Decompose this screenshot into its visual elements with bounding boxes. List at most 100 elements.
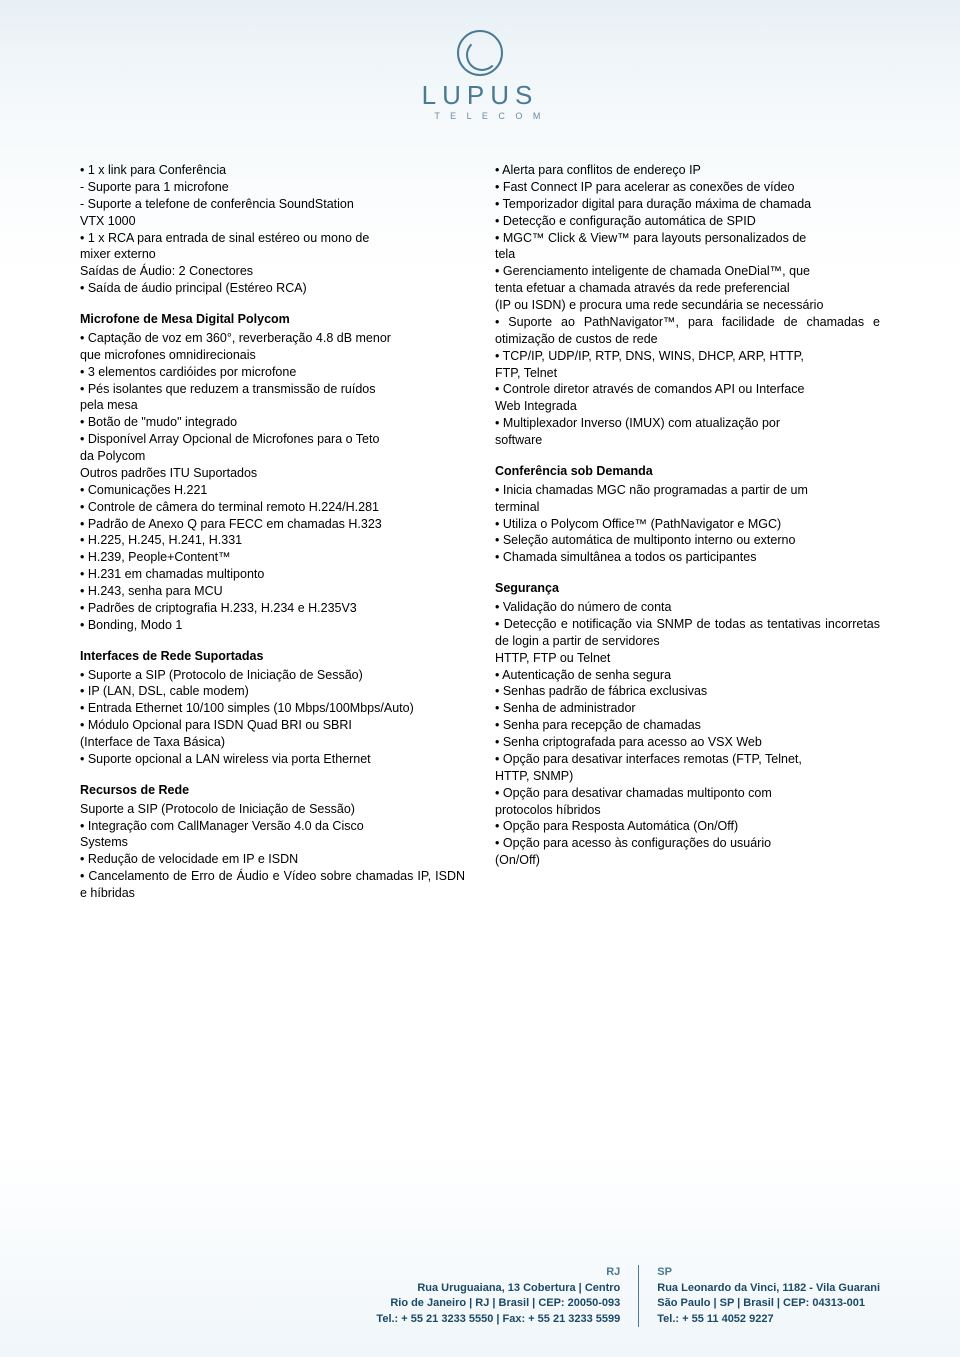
text-line: • 3 elementos cardióides por microfone (80, 364, 465, 381)
text-line: • Chamada simultânea a todos os particip… (495, 549, 880, 566)
text-line: (Interface de Taxa Básica) (80, 734, 465, 751)
text-line: • Comunicações H.221 (80, 482, 465, 499)
text-line: (On/Off) (495, 852, 880, 869)
text-line: HTTP, FTP ou Telnet (495, 650, 880, 667)
content-columns: • 1 x link para Conferência- Suporte par… (80, 162, 880, 902)
text-line: • Captação de voz em 360°, reverberação … (80, 330, 465, 347)
text-line: • Senha de administrador (495, 700, 880, 717)
text-line: - Suporte para 1 microfone (80, 179, 465, 196)
text-line: • Opção para desativar chamadas multipon… (495, 785, 880, 802)
text-line: • Saída de áudio principal (Estéreo RCA) (80, 280, 465, 297)
text-line: • H.239, People+Content™ (80, 549, 465, 566)
footer-rj-l2: Rio de Janeiro | RJ | Brasil | CEP: 2005… (390, 1297, 620, 1309)
text-line: • Módulo Opcional para ISDN Quad BRI ou … (80, 717, 465, 734)
footer-rj-hd: RJ (376, 1265, 620, 1280)
text-line: • Redução de velocidade em IP e ISDN (80, 851, 465, 868)
text-line: terminal (495, 499, 880, 516)
footer-sp-l2: São Paulo | SP | Brasil | CEP: 04313-001 (657, 1297, 865, 1309)
text-line: software (495, 432, 880, 449)
left-s1: • 1 x link para Conferência- Suporte par… (80, 162, 465, 297)
text-line: • Inicia chamadas MGC não programadas a … (495, 482, 880, 499)
text-line: • 1 x RCA para entrada de sinal estéreo … (80, 230, 465, 247)
footer: RJ Rua Uruguaiana, 13 Cobertura | Centro… (376, 1265, 880, 1327)
text-line: • TCP/IP, UDP/IP, RTP, DNS, WINS, DHCP, … (495, 348, 880, 365)
text-line: • H.243, senha para MCU (80, 583, 465, 600)
text-line: (IP ou ISDN) e procura uma rede secundár… (495, 297, 880, 314)
right-s2-title: Conferência sob Demanda (495, 463, 880, 480)
left-s4: Suporte a SIP (Protocolo de Iniciação de… (80, 801, 465, 902)
text-line: • Opção para desativar interfaces remota… (495, 751, 880, 768)
text-line: da Polycom (80, 448, 465, 465)
text-line: • Controle diretor através de comandos A… (495, 381, 880, 398)
text-line: protocolos híbridos (495, 802, 880, 819)
text-line: Suporte a SIP (Protocolo de Iniciação de… (80, 801, 465, 818)
text-line: • Bonding, Modo 1 (80, 617, 465, 634)
text-line: • Fast Connect IP para acelerar as conex… (495, 179, 880, 196)
text-line: • Alerta para conflitos de endereço IP (495, 162, 880, 179)
text-line: • Temporizador digital para duração máxi… (495, 196, 880, 213)
text-line: • Opção para acesso às configurações do … (495, 835, 880, 852)
text-line: HTTP, SNMP) (495, 768, 880, 785)
text-line: tenta efetuar a chamada através da rede … (495, 280, 880, 297)
logo-subtext: T E L E C O M (422, 111, 545, 121)
text-line: Saídas de Áudio: 2 Conectores (80, 263, 465, 280)
right-s3: • Validação do número de conta• Detecção… (495, 599, 880, 869)
right-column: • Alerta para conflitos de endereço IP• … (495, 162, 880, 902)
text-line: • Padrões de criptografia H.233, H.234 e… (80, 600, 465, 617)
text-line: • Entrada Ethernet 10/100 simples (10 Mb… (80, 700, 465, 717)
footer-sp-l3: Tel.: + 55 11 4052 9227 (657, 1313, 773, 1325)
text-line: • Cancelamento de Erro de Áudio e Vídeo … (80, 868, 465, 902)
footer-divider (638, 1265, 639, 1327)
left-s2: • Captação de voz em 360°, reverberação … (80, 330, 465, 634)
text-line: • Integração com CallManager Versão 4.0 … (80, 818, 465, 835)
text-line: • Controle de câmera do terminal remoto … (80, 499, 465, 516)
text-line: • Gerenciamento inteligente de chamada O… (495, 263, 880, 280)
text-line: • Utiliza o Polycom Office™ (PathNavigat… (495, 516, 880, 533)
text-line: que microfones omnidirecionais (80, 347, 465, 364)
text-line: • Multiplexador Inverso (IMUX) com atual… (495, 415, 880, 432)
text-line: • Autenticação de senha segura (495, 667, 880, 684)
left-s4-title: Recursos de Rede (80, 782, 465, 799)
text-line: • MGC™ Click & View™ para layouts person… (495, 230, 880, 247)
text-line: • Pés isolantes que reduzem a transmissã… (80, 381, 465, 398)
left-s3: • Suporte a SIP (Protocolo de Iniciação … (80, 667, 465, 768)
text-line: • Senha criptografada para acesso ao VSX… (495, 734, 880, 751)
text-line: • Senhas padrão de fábrica exclusivas (495, 683, 880, 700)
text-line: VTX 1000 (80, 213, 465, 230)
left-column: • 1 x link para Conferência- Suporte par… (80, 162, 465, 902)
text-line: • Suporte opcional a LAN wireless via po… (80, 751, 465, 768)
text-line: • 1 x link para Conferência (80, 162, 465, 179)
footer-sp: SP Rua Leonardo da Vinci, 1182 - Vila Gu… (657, 1265, 880, 1327)
footer-rj-l3: Tel.: + 55 21 3233 5550 | Fax: + 55 21 3… (376, 1313, 620, 1325)
text-line: Web Integrada (495, 398, 880, 415)
text-line: • IP (LAN, DSL, cable modem) (80, 683, 465, 700)
text-line: Systems (80, 834, 465, 851)
text-line: • Detecção e configuração automática de … (495, 213, 880, 230)
text-line: • Padrão de Anexo Q para FECC em chamada… (80, 516, 465, 533)
right-s3-title: Segurança (495, 580, 880, 597)
footer-sp-hd: SP (657, 1265, 880, 1280)
text-line: • Seleção automática de multiponto inter… (495, 532, 880, 549)
text-line: pela mesa (80, 397, 465, 414)
text-line: tela (495, 246, 880, 263)
header-logo: LUPUS T E L E C O M (80, 30, 880, 122)
left-s2-title: Microfone de Mesa Digital Polycom (80, 311, 465, 328)
right-s2: • Inicia chamadas MGC não programadas a … (495, 482, 880, 566)
footer-rj-l1: Rua Uruguaiana, 13 Cobertura | Centro (417, 1282, 620, 1294)
text-line: • Botão de "mudo" integrado (80, 414, 465, 431)
text-line: • H.231 em chamadas multiponto (80, 566, 465, 583)
text-line: Outros padrões ITU Suportados (80, 465, 465, 482)
text-line: • Suporte ao PathNavigator™, para facili… (495, 314, 880, 348)
right-s1: • Alerta para conflitos de endereço IP• … (495, 162, 880, 449)
footer-rj: RJ Rua Uruguaiana, 13 Cobertura | Centro… (376, 1265, 620, 1327)
footer-sp-l1: Rua Leonardo da Vinci, 1182 - Vila Guara… (657, 1282, 880, 1294)
text-line: • Disponível Array Opcional de Microfone… (80, 431, 465, 448)
text-line: • Opção para Resposta Automática (On/Off… (495, 818, 880, 835)
text-line: - Suporte a telefone de conferência Soun… (80, 196, 465, 213)
text-line: mixer externo (80, 246, 465, 263)
text-line: • Validação do número de conta (495, 599, 880, 616)
text-line: • Suporte a SIP (Protocolo de Iniciação … (80, 667, 465, 684)
logo-text: LUPUS (422, 80, 539, 111)
text-line: • H.225, H.245, H.241, H.331 (80, 532, 465, 549)
text-line: FTP, Telnet (495, 365, 880, 382)
